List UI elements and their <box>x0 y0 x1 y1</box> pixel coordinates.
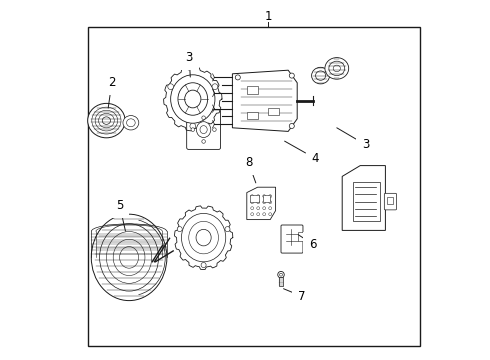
Circle shape <box>257 213 260 216</box>
Ellipse shape <box>316 71 326 80</box>
Polygon shape <box>164 67 222 131</box>
Bar <box>279 277 283 286</box>
Text: 4: 4 <box>285 141 319 165</box>
Circle shape <box>191 128 195 131</box>
Text: 3: 3 <box>186 51 193 77</box>
Circle shape <box>235 75 240 80</box>
Circle shape <box>263 213 266 216</box>
Circle shape <box>289 73 294 78</box>
Bar <box>250 195 259 202</box>
Ellipse shape <box>102 117 111 124</box>
Circle shape <box>190 123 196 129</box>
Circle shape <box>212 84 218 90</box>
Bar <box>269 108 279 115</box>
Bar <box>247 112 258 119</box>
Circle shape <box>269 207 271 210</box>
Circle shape <box>263 207 266 210</box>
Bar <box>263 195 270 202</box>
Circle shape <box>269 201 271 204</box>
Ellipse shape <box>333 65 341 72</box>
Text: 5: 5 <box>116 199 125 231</box>
Polygon shape <box>174 206 233 270</box>
Ellipse shape <box>200 126 207 134</box>
Circle shape <box>280 273 282 276</box>
Circle shape <box>251 213 254 216</box>
Text: 7: 7 <box>284 289 306 303</box>
Bar <box>88 27 419 346</box>
Ellipse shape <box>189 221 219 254</box>
Ellipse shape <box>92 107 121 134</box>
Circle shape <box>269 195 271 198</box>
Text: 3: 3 <box>337 128 369 151</box>
Ellipse shape <box>126 119 135 127</box>
Circle shape <box>257 195 260 198</box>
Polygon shape <box>342 166 386 230</box>
Circle shape <box>225 226 230 231</box>
Bar <box>387 197 392 204</box>
Ellipse shape <box>196 122 211 138</box>
Polygon shape <box>247 187 275 220</box>
Circle shape <box>201 262 206 267</box>
Text: 1: 1 <box>265 10 272 23</box>
Ellipse shape <box>99 224 159 291</box>
Ellipse shape <box>106 231 152 283</box>
Circle shape <box>289 123 294 129</box>
Text: 8: 8 <box>245 156 256 183</box>
Ellipse shape <box>91 214 167 301</box>
Circle shape <box>251 207 254 210</box>
Ellipse shape <box>113 239 145 275</box>
Circle shape <box>257 207 260 210</box>
Ellipse shape <box>329 61 345 76</box>
Ellipse shape <box>120 247 139 268</box>
Circle shape <box>202 116 205 120</box>
Circle shape <box>251 195 254 198</box>
Bar <box>298 232 304 241</box>
Ellipse shape <box>196 229 211 246</box>
Ellipse shape <box>123 116 139 130</box>
Text: 2: 2 <box>108 76 116 108</box>
FancyBboxPatch shape <box>281 225 303 253</box>
Circle shape <box>251 201 254 204</box>
Ellipse shape <box>185 90 201 108</box>
Circle shape <box>202 140 205 143</box>
Ellipse shape <box>95 110 118 131</box>
Circle shape <box>269 213 271 216</box>
Circle shape <box>278 271 284 278</box>
Polygon shape <box>353 182 380 221</box>
Ellipse shape <box>88 103 125 138</box>
Circle shape <box>213 128 216 131</box>
FancyBboxPatch shape <box>384 193 396 210</box>
Text: 6: 6 <box>298 235 317 251</box>
Ellipse shape <box>171 75 215 123</box>
Ellipse shape <box>178 83 208 115</box>
Circle shape <box>177 226 182 231</box>
Circle shape <box>263 201 266 204</box>
Polygon shape <box>232 70 297 131</box>
FancyBboxPatch shape <box>187 110 220 149</box>
Circle shape <box>168 84 173 90</box>
Ellipse shape <box>181 213 226 262</box>
Ellipse shape <box>98 113 114 128</box>
Bar <box>247 86 258 94</box>
Circle shape <box>263 195 266 198</box>
Ellipse shape <box>325 58 349 79</box>
Circle shape <box>257 201 260 204</box>
Ellipse shape <box>312 67 330 84</box>
